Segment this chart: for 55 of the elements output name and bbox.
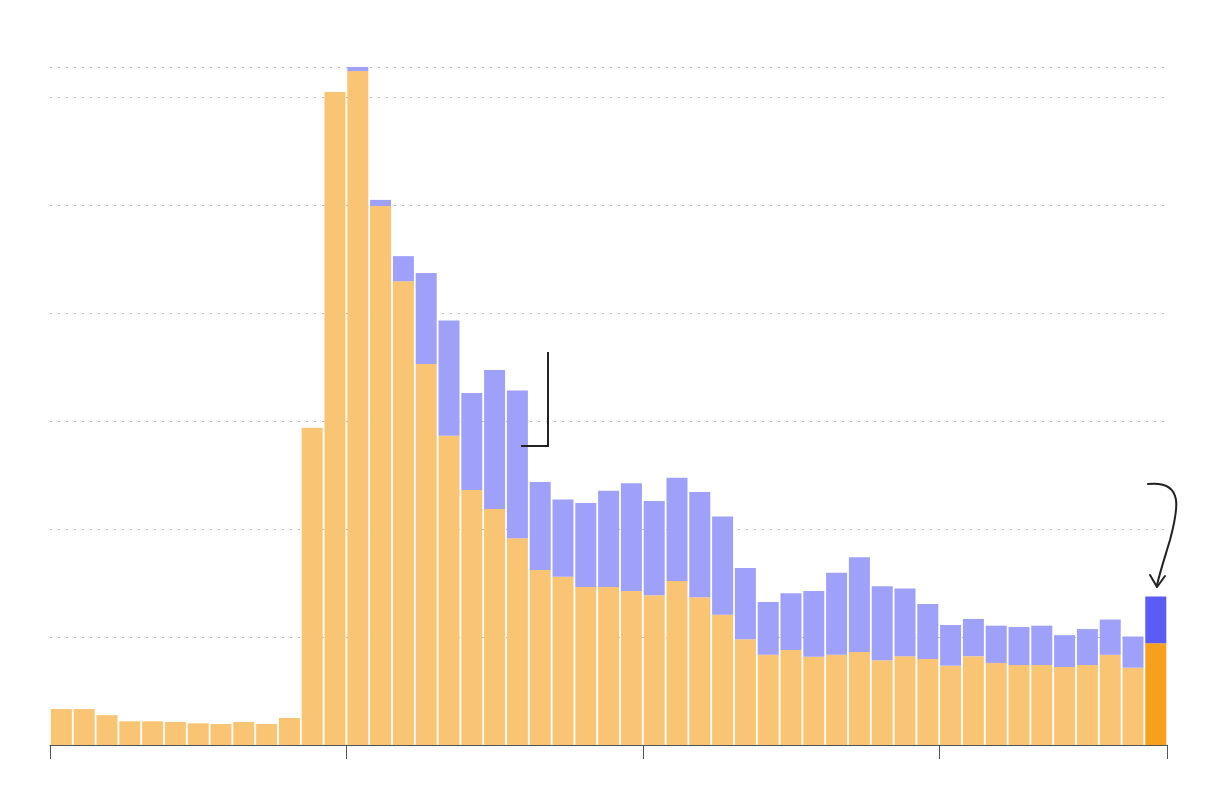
bar [278, 717, 300, 745]
bar [826, 572, 848, 655]
bar [826, 654, 848, 745]
bar [1122, 667, 1144, 745]
bar [1122, 636, 1144, 668]
bar [598, 587, 620, 745]
bar [415, 363, 437, 745]
bar [962, 656, 984, 745]
bar [392, 281, 414, 745]
bar [506, 390, 528, 539]
bar [484, 370, 506, 510]
bar [256, 723, 278, 745]
bar [50, 709, 72, 745]
bar [506, 538, 528, 745]
bar [415, 273, 437, 364]
bar [1099, 619, 1121, 655]
bar [985, 625, 1007, 663]
bar [1145, 643, 1167, 745]
bar [643, 500, 665, 596]
bar [1099, 654, 1121, 745]
bar [484, 509, 506, 745]
bar [529, 481, 551, 571]
bar [940, 665, 962, 745]
bar [370, 199, 392, 206]
bar [73, 709, 95, 745]
bar [757, 654, 779, 745]
bar [643, 595, 665, 745]
bar [301, 427, 323, 745]
bar [757, 601, 779, 655]
bar [734, 639, 756, 745]
bar [871, 586, 893, 661]
bar [1076, 629, 1098, 665]
bar [142, 721, 164, 745]
bar [347, 67, 369, 72]
bar [962, 618, 984, 657]
bar [620, 591, 642, 745]
bar [392, 256, 414, 282]
bar [871, 660, 893, 745]
bar [848, 652, 870, 745]
bar [187, 723, 209, 745]
bar [940, 624, 962, 666]
bar [620, 483, 642, 592]
bar [1054, 667, 1076, 745]
bar [529, 570, 551, 745]
bar [712, 614, 734, 745]
bar [1145, 596, 1167, 644]
bar [164, 721, 186, 745]
bar [598, 490, 620, 588]
bar [1054, 635, 1076, 668]
bar [734, 568, 756, 640]
bar [985, 662, 1007, 745]
bar [370, 205, 392, 745]
bar [848, 557, 870, 653]
bar [712, 516, 734, 615]
bar [1076, 665, 1098, 745]
